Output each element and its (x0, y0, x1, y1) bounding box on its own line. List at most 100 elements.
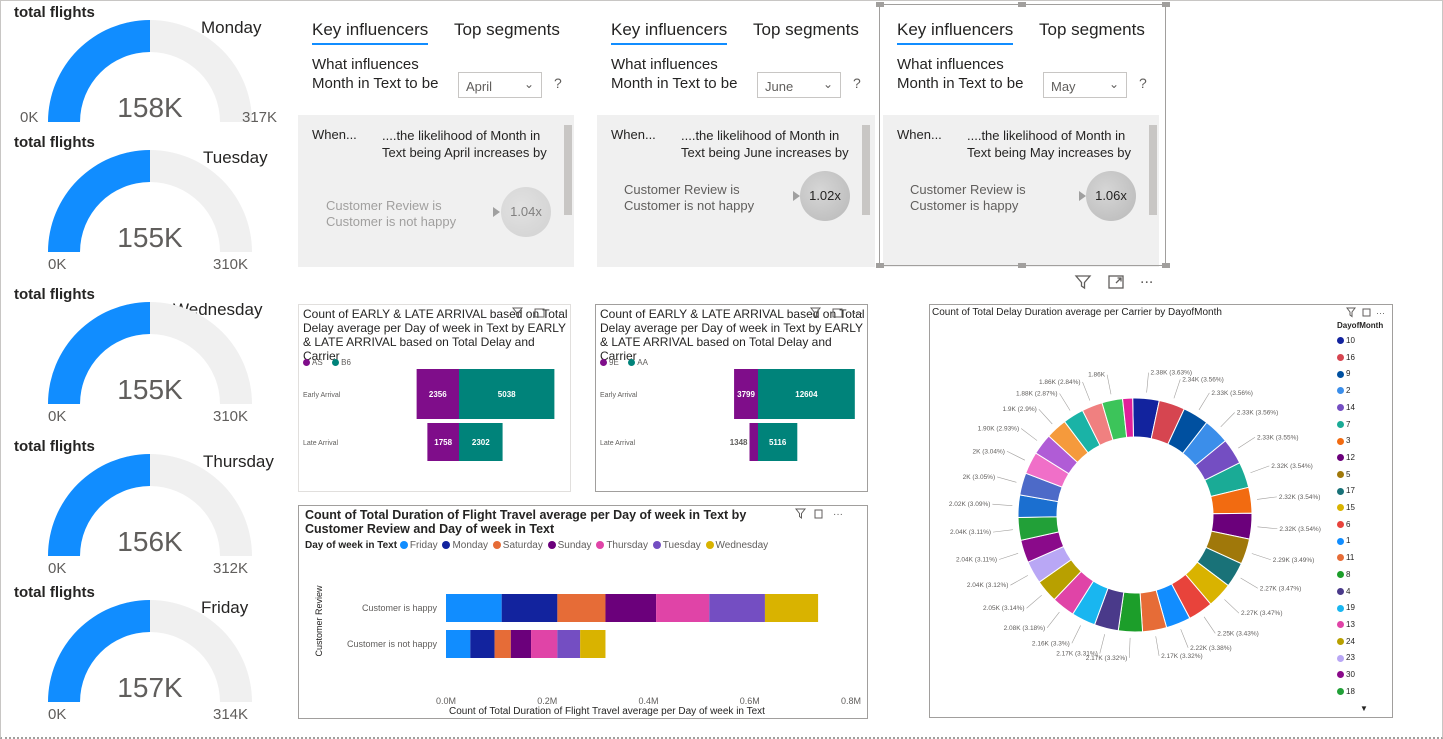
segment-monday[interactable] (501, 594, 558, 622)
segment-wednesday[interactable] (764, 594, 819, 622)
focus-mode-icon[interactable] (1107, 273, 1125, 291)
filter-icon[interactable] (1074, 273, 1092, 291)
legend-label[interactable]: Saturday (502, 540, 543, 551)
legend-item[interactable]: 3 (1337, 436, 1350, 445)
legend-label[interactable]: Wednesday (715, 540, 769, 551)
legend-item[interactable]: 14 (1337, 403, 1355, 412)
segment-sunday[interactable] (605, 594, 657, 622)
legend-item[interactable]: 19 (1337, 603, 1355, 612)
bar-b6[interactable] (459, 423, 503, 461)
resize-handle[interactable] (1162, 263, 1170, 268)
gauge-card-wednesday[interactable]: total flights Wednesday 155K 0K 310K (0, 286, 290, 431)
visual-header-icons[interactable]: ··· (510, 306, 570, 320)
segment-friday[interactable] (446, 594, 502, 622)
help-icon[interactable]: ? (1139, 75, 1147, 91)
legend-item[interactable]: 1 (1337, 536, 1350, 545)
more-options-icon[interactable]: ... (1140, 270, 1154, 287)
legend-item[interactable]: 18 (1337, 687, 1355, 696)
legend-item[interactable]: 2 (1337, 386, 1350, 395)
month-dropdown[interactable]: June ⌄ (757, 72, 841, 98)
stacked-bar-chart[interactable]: Count of Total Duration of Flight Travel… (298, 505, 868, 719)
bar-9e[interactable] (749, 423, 758, 461)
tab-top-segments[interactable]: Top segments (1039, 20, 1145, 39)
help-icon[interactable]: ? (554, 75, 562, 91)
segment-sunday[interactable] (510, 630, 532, 658)
segment-thursday[interactable] (656, 594, 710, 622)
bar-as[interactable] (427, 423, 459, 461)
tab-key-influencers[interactable]: Key influencers (611, 20, 728, 45)
month-dropdown[interactable]: May ⌄ (1043, 72, 1127, 98)
bar-9e[interactable] (734, 369, 758, 419)
donut-slice-20[interactable] (1121, 397, 1134, 438)
resize-handle[interactable] (1018, 263, 1026, 268)
visual-selection-frame[interactable] (879, 4, 1166, 266)
panel-scrollbar[interactable] (564, 125, 572, 215)
segment-friday[interactable] (446, 630, 471, 658)
panel-scrollbar[interactable] (1149, 125, 1157, 215)
bar-b6[interactable] (459, 369, 555, 419)
influence-factor-bubble[interactable]: 1.06x (1086, 171, 1136, 221)
segment-wednesday[interactable] (580, 630, 606, 658)
legend-item[interactable]: 24 (1337, 637, 1355, 646)
legend-item[interactable]: 4 (1337, 587, 1350, 596)
segment-saturday[interactable] (557, 594, 606, 622)
legend-item[interactable]: 5 (1337, 470, 1350, 479)
key-influencers-visual[interactable]: Key influencers Top segments What influenc… (883, 4, 1168, 267)
legend-item[interactable]: 11 (1337, 553, 1354, 562)
legend-item[interactable]: 30 (1337, 670, 1355, 679)
visual-header-icons[interactable]: ··· (793, 507, 863, 521)
legend-label[interactable]: Friday (409, 540, 438, 551)
resize-handle[interactable] (1018, 2, 1026, 7)
gauge-card-friday[interactable]: total flights Friday 157K 0K 314K (0, 584, 290, 729)
tab-key-influencers[interactable]: Key influencers (897, 20, 1014, 45)
segment-thursday[interactable] (531, 630, 558, 658)
legend-item[interactable]: 23 (1337, 653, 1355, 662)
key-influencers-visual[interactable]: Key influencers Top segments What influenc… (298, 4, 583, 267)
help-icon[interactable]: ? (853, 75, 861, 91)
legend-label[interactable]: Sunday (557, 540, 592, 551)
legend-item[interactable]: 9 (1337, 369, 1350, 378)
legend-label[interactable]: Monday (452, 540, 489, 551)
tab-top-segments[interactable]: Top segments (753, 20, 859, 39)
legend-item[interactable]: 7 (1337, 420, 1350, 429)
resize-handle[interactable] (876, 263, 884, 268)
influencer-condition[interactable]: Customer Review is Customer is not happy (624, 182, 755, 213)
panel-scrollbar[interactable] (862, 125, 870, 215)
segment-tuesday[interactable] (709, 594, 765, 622)
resize-handle[interactable] (1162, 2, 1170, 7)
legend-item[interactable]: 15 (1337, 503, 1355, 512)
gauge-card-tuesday[interactable]: total flights Tuesday 155K 0K 310K (0, 134, 290, 279)
month-dropdown[interactable]: April ⌄ (458, 72, 542, 98)
visual-header-icons[interactable]: ··· (1345, 307, 1391, 319)
segment-monday[interactable] (470, 630, 495, 658)
influence-factor-bubble[interactable]: 1.04x (501, 187, 551, 237)
segment-saturday[interactable] (494, 630, 511, 658)
bar-chart-carrier-2[interactable]: Count of EARLY & LATE ARRIVAL based on T… (595, 304, 868, 492)
legend-item[interactable]: 17 (1337, 486, 1355, 495)
influence-factor-bubble[interactable]: 1.02x (800, 171, 850, 221)
legend-label[interactable]: Tuesday (662, 540, 701, 551)
bar-chart-carrier-1[interactable]: Count of EARLY & LATE ARRIVAL based on T… (298, 304, 571, 492)
gauge-card-monday[interactable]: total flights Monday 158K 0K 317K (0, 4, 290, 149)
gauge-card-thursday[interactable]: total flights Thursday 156K 0K 312K (0, 438, 290, 583)
key-influencers-visual[interactable]: Key influencers Top segments What influenc… (597, 4, 882, 267)
bar-aa[interactable] (758, 423, 798, 461)
bar-as[interactable] (416, 369, 459, 419)
legend-item[interactable]: 6 (1337, 520, 1350, 529)
legend-item[interactable]: 10 (1337, 336, 1355, 345)
tab-key-influencers[interactable]: Key influencers (312, 20, 429, 45)
donut-chart[interactable]: Count of Total Delay Duration average pe… (929, 304, 1393, 718)
tab-top-segments[interactable]: Top segments (454, 20, 560, 39)
legend-item[interactable]: 8 (1337, 570, 1350, 579)
bar-aa[interactable] (758, 369, 855, 419)
legend-item[interactable]: 12 (1337, 453, 1355, 462)
legend-label[interactable]: Thursday (606, 540, 648, 551)
influencer-condition[interactable]: Customer Review is Customer is happy (910, 182, 1026, 213)
visual-header-icons[interactable]: ··· (808, 306, 868, 320)
segment-tuesday[interactable] (557, 630, 581, 658)
legend-item[interactable]: 13 (1337, 620, 1355, 629)
legend-item[interactable]: 16 (1337, 353, 1355, 362)
legend-scroll-down-icon[interactable]: ▼ (1360, 704, 1368, 713)
resize-handle[interactable] (876, 2, 884, 7)
influencer-condition[interactable]: Customer Review is Customer is not happy (326, 198, 457, 229)
